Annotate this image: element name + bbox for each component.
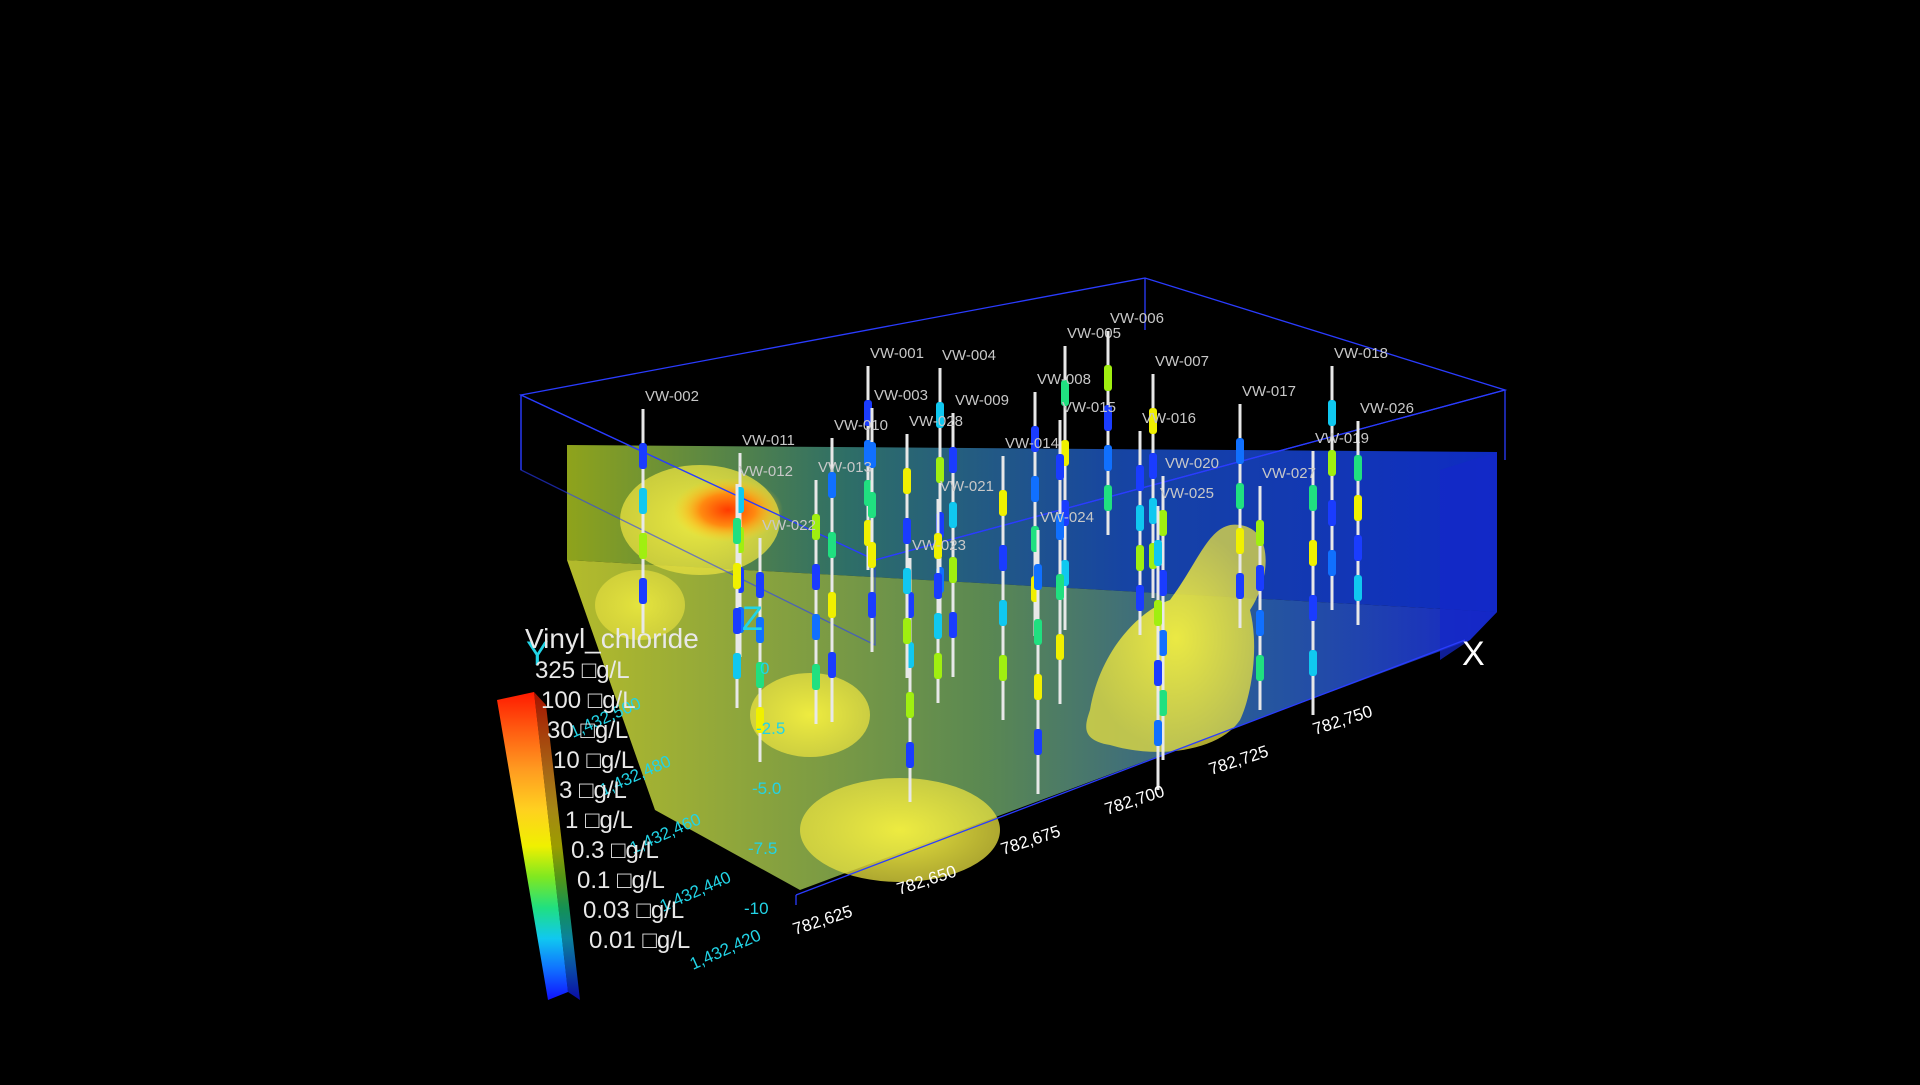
well-vw-003[interactable]: VW-003 bbox=[868, 387, 928, 652]
x-tick-label: 782,700 bbox=[1102, 782, 1166, 819]
well-vw-001[interactable]: VW-001 bbox=[864, 345, 924, 570]
well-label: VW-014 bbox=[1005, 435, 1059, 452]
z-axis-ticks: 0 -2.5 -5.0 -7.5 -10 bbox=[744, 659, 785, 918]
well-vw-022[interactable]: VW-022 bbox=[756, 517, 816, 762]
legend-label: 30 □g/L bbox=[547, 717, 628, 744]
well-label: VW-004 bbox=[942, 347, 996, 364]
box-bottom-face bbox=[567, 560, 1497, 890]
legend-label: 0.03 □g/L bbox=[583, 897, 684, 924]
legend-label: 1 □g/L bbox=[565, 807, 633, 834]
well-vw-012[interactable]: VW-012 bbox=[733, 463, 793, 708]
legend-label: 0.3 □g/L bbox=[571, 837, 659, 864]
well-label: VW-020 bbox=[1165, 455, 1219, 472]
box-right-face bbox=[1440, 452, 1497, 660]
legend-label: 0.1 □g/L bbox=[577, 867, 665, 894]
well-label: VW-010 bbox=[834, 417, 888, 434]
z-tick-label: 0 bbox=[760, 659, 769, 678]
plume-hotspot bbox=[673, 478, 783, 542]
plume-blob bbox=[750, 673, 870, 757]
well-vw-021[interactable]: VW-021 bbox=[934, 478, 994, 703]
well-vw-013[interactable]: VW-013 bbox=[812, 459, 872, 724]
well-vw-018[interactable]: VW-018 bbox=[1328, 345, 1388, 610]
legend-label: 325 □g/L bbox=[535, 657, 630, 684]
well-vw-025[interactable]: VW-025 bbox=[1154, 485, 1214, 790]
well-label: VW-021 bbox=[940, 478, 994, 495]
legend-label: 0.01 □g/L bbox=[589, 927, 690, 954]
well-label: VW-011 bbox=[742, 432, 795, 449]
well-label: VW-023 bbox=[912, 537, 966, 554]
well-vw-017[interactable]: VW-017 bbox=[1236, 383, 1296, 628]
well-label: VW-028 bbox=[909, 413, 963, 430]
well-label: VW-018 bbox=[1334, 345, 1388, 362]
well-vw-020[interactable]: VW-020 bbox=[1159, 455, 1219, 760]
plume-blob bbox=[1086, 524, 1266, 752]
z-tick-label: -5.0 bbox=[752, 779, 781, 798]
well-label: VW-005 bbox=[1067, 325, 1121, 342]
legend-label: 3 □g/L bbox=[559, 777, 627, 804]
well-label: VW-013 bbox=[818, 459, 872, 476]
x-tick-label: 782,625 bbox=[790, 902, 854, 939]
bounding-box-grid bbox=[518, 277, 1508, 905]
well-label: VW-002 bbox=[645, 388, 699, 405]
legend-label: 10 □g/L bbox=[553, 747, 634, 774]
plume-blob bbox=[595, 570, 685, 640]
well-label: VW-012 bbox=[739, 463, 793, 480]
legend-label: 100 □g/L bbox=[541, 687, 636, 714]
well-label: VW-026 bbox=[1360, 400, 1414, 417]
well-label: VW-017 bbox=[1242, 383, 1296, 400]
well-vw-026[interactable]: VW-026 bbox=[1354, 400, 1414, 625]
well-vw-009[interactable]: VW-009 bbox=[949, 392, 1009, 677]
well-label: VW-019 bbox=[1315, 430, 1369, 447]
plume-blob bbox=[800, 778, 1000, 882]
x-axis-letter: X bbox=[1462, 635, 1485, 673]
legend-labels: 325 □g/L 100 □g/L 30 □g/L 10 □g/L 3 □g/L 1 □g… bbox=[535, 657, 690, 954]
well-vw-015[interactable]: VW-015 bbox=[1056, 399, 1116, 704]
x-tick-label: 782,750 bbox=[1310, 702, 1374, 739]
well-label: VW-007 bbox=[1155, 353, 1209, 370]
z-tick-label: -10 bbox=[744, 899, 769, 918]
well-label: VW-025 bbox=[1160, 485, 1214, 502]
well-vw-010[interactable]: VW-010 bbox=[828, 417, 888, 722]
legend-title: Vinyl_chloride bbox=[525, 623, 699, 654]
well-label: VW-001 bbox=[870, 345, 924, 362]
well-label: VW-024 bbox=[1040, 509, 1094, 526]
well-label: VW-008 bbox=[1037, 371, 1091, 388]
x-tick-label: 782,675 bbox=[998, 822, 1062, 859]
z-tick-label: -7.5 bbox=[748, 839, 777, 858]
well-vw-006[interactable]: VW-006 bbox=[1104, 310, 1164, 535]
well-label: VW-027 bbox=[1262, 465, 1316, 482]
well-label: VW-016 bbox=[1142, 410, 1196, 427]
z-axis-letter: Z bbox=[742, 600, 763, 638]
legend-colorbar-front bbox=[497, 692, 568, 1000]
legend-colorbar-side bbox=[534, 692, 580, 1000]
well-vw-019[interactable]: VW-019 bbox=[1309, 430, 1369, 715]
well-label: VW-006 bbox=[1110, 310, 1164, 327]
well-vw-007[interactable]: VW-007 bbox=[1149, 353, 1209, 598]
well-label: VW-015 bbox=[1062, 399, 1116, 416]
well-vw-027[interactable]: VW-027 bbox=[1256, 465, 1316, 710]
well-vw-016[interactable]: VW-016 bbox=[1136, 410, 1196, 635]
legend: Vinyl_chloride 325 □g/L 100 □g/L 30 □g/L 10… bbox=[497, 623, 699, 1000]
well-label: VW-022 bbox=[762, 517, 816, 534]
well-vw-028[interactable]: VW-028 bbox=[903, 413, 963, 678]
x-tick-label: 782,725 bbox=[1206, 742, 1270, 779]
y-axis-letter: Y bbox=[526, 635, 549, 673]
well-vw-002[interactable]: VW-002 bbox=[639, 388, 699, 633]
well-label: VW-003 bbox=[874, 387, 928, 404]
well-vw-024[interactable]: VW-024 bbox=[1034, 509, 1094, 794]
well-vw-014[interactable]: VW-014 bbox=[999, 435, 1059, 720]
z-tick-label: -2.5 bbox=[756, 719, 785, 738]
y-tick-label: 1,432,420 bbox=[687, 926, 764, 974]
well-label: VW-009 bbox=[955, 392, 1009, 409]
